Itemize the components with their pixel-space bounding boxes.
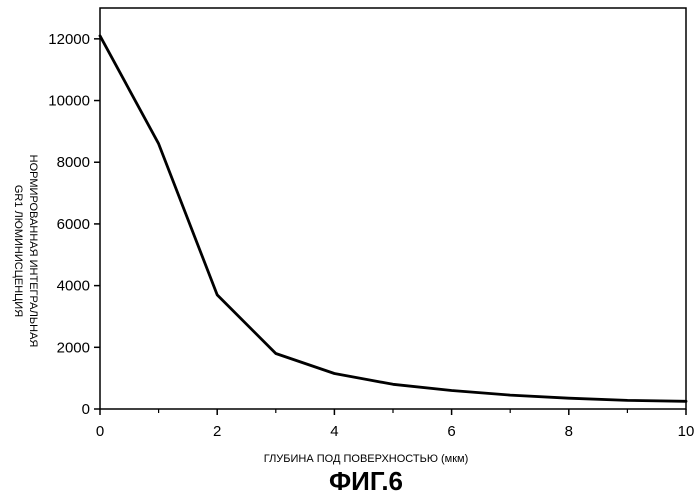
y-tick-label: 8000 (57, 154, 90, 171)
y-tick-label: 10000 (48, 93, 90, 110)
plot-area-border (100, 8, 686, 409)
x-axis-ticks: 0 2 4 6 8 10 (96, 409, 695, 440)
x-tick-label: 8 (565, 423, 573, 440)
y-tick-label: 12000 (48, 31, 90, 48)
plot-frame (100, 8, 686, 409)
x-tick-label: 10 (678, 423, 695, 440)
series-group (100, 36, 686, 402)
figure-label: ФИГ.6 (329, 466, 403, 496)
x-tick-label: 4 (330, 423, 338, 440)
y-tick-label: 6000 (57, 216, 90, 233)
y-tick-label: 4000 (57, 278, 90, 295)
x-tick-label: 2 (213, 423, 221, 440)
x-tick-label: 6 (447, 423, 455, 440)
y-tick-label: 0 (82, 401, 90, 418)
x-axis-label: ГЛУБИНА ПОД ПОВЕРХНОСТЬЮ (мкм) (264, 453, 469, 465)
y-axis-label-line2: GR1 ЛЮМИНИСЦЕНЦИЯ (12, 185, 24, 317)
y-axis-ticks: 0 2000 4000 6000 8000 10000 12000 (48, 31, 100, 418)
series-line (100, 36, 686, 402)
x-tick-label: 0 (96, 423, 104, 440)
y-axis-label-line1: НОРМИРОВАННАЯ ИНТЕГРАЛЬНАЯ (27, 155, 39, 348)
y-tick-label: 2000 (57, 339, 90, 356)
